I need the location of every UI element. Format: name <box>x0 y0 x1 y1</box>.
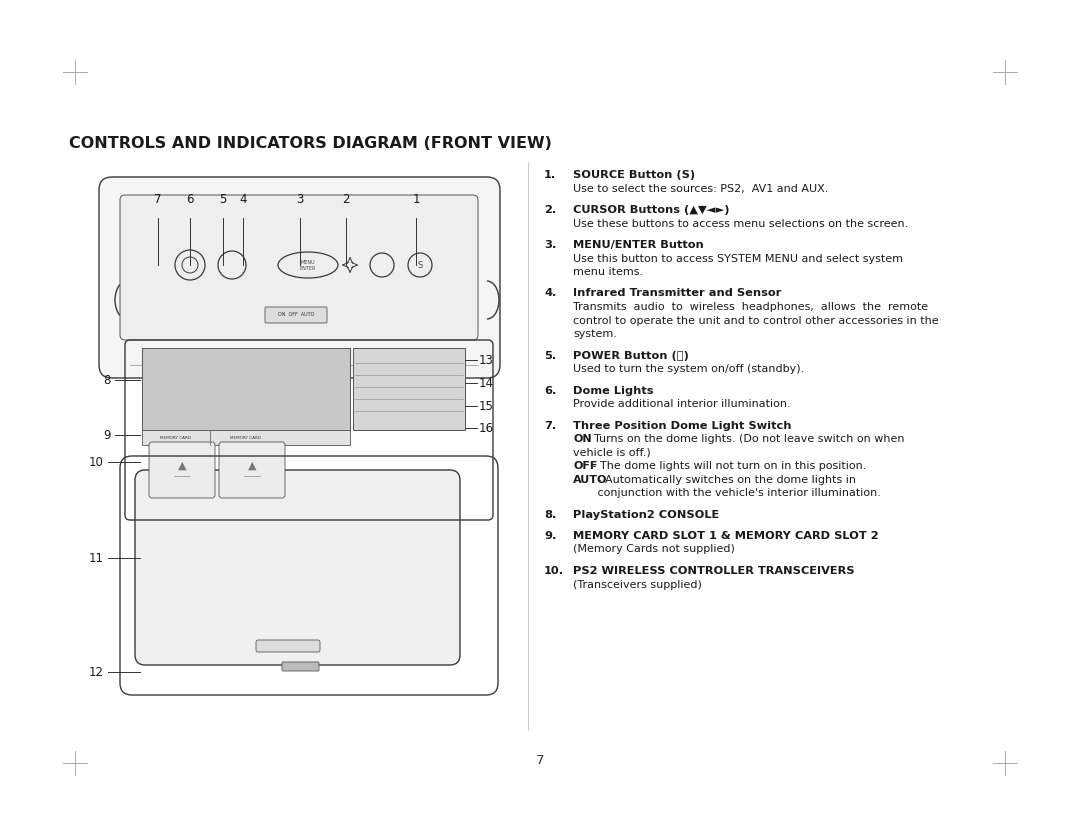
FancyBboxPatch shape <box>265 307 327 323</box>
Text: 4.: 4. <box>544 289 556 299</box>
Text: 4: 4 <box>240 193 246 206</box>
Text: 9.: 9. <box>544 531 556 541</box>
Text: 2: 2 <box>342 193 350 206</box>
FancyBboxPatch shape <box>282 662 319 671</box>
FancyBboxPatch shape <box>99 177 500 378</box>
Text: ON  OFF  AUTO: ON OFF AUTO <box>278 313 314 318</box>
Text: menu items.: menu items. <box>573 267 643 277</box>
Text: 5.: 5. <box>544 350 556 360</box>
FancyBboxPatch shape <box>353 348 465 430</box>
Text: ▲: ▲ <box>247 461 256 471</box>
Text: 7: 7 <box>536 753 544 766</box>
Text: Used to turn the system on/off (standby).: Used to turn the system on/off (standby)… <box>573 364 805 374</box>
Text: AUTO: AUTO <box>573 475 607 485</box>
Text: 15: 15 <box>480 399 494 413</box>
Text: 1.: 1. <box>544 170 556 180</box>
Text: 6.: 6. <box>544 385 556 395</box>
Text: MENU/ENTER Button: MENU/ENTER Button <box>573 240 704 250</box>
Text: 10: 10 <box>90 455 104 469</box>
Text: 3: 3 <box>296 193 303 206</box>
Text: control to operate the unit and to control other accessories in the: control to operate the unit and to contr… <box>573 315 939 325</box>
Text: MENU: MENU <box>300 259 315 264</box>
Text: 13: 13 <box>480 354 494 366</box>
Text: (Memory Cards not supplied): (Memory Cards not supplied) <box>573 545 734 555</box>
Text: ▲: ▲ <box>178 461 186 471</box>
Text: Provide additional interior illumination.: Provide additional interior illumination… <box>573 399 791 409</box>
Text: Transmits  audio  to  wireless  headphones,  allows  the  remote: Transmits audio to wireless headphones, … <box>573 302 928 312</box>
FancyBboxPatch shape <box>256 640 320 652</box>
FancyBboxPatch shape <box>219 442 285 498</box>
Text: SOURCE Button (S): SOURCE Button (S) <box>573 170 696 180</box>
Text: CONTROLS AND INDICATORS DIAGRAM (FRONT VIEW): CONTROLS AND INDICATORS DIAGRAM (FRONT V… <box>68 135 552 150</box>
Text: 5: 5 <box>219 193 227 206</box>
FancyBboxPatch shape <box>141 430 350 445</box>
Text: - Turns on the dome lights. (Do not leave switch on when: - Turns on the dome lights. (Do not leav… <box>583 434 905 444</box>
FancyBboxPatch shape <box>120 195 478 340</box>
Text: system.: system. <box>573 329 617 339</box>
Text: S: S <box>417 260 422 269</box>
Text: vehicle is off.): vehicle is off.) <box>573 448 651 458</box>
Text: 1: 1 <box>413 193 420 206</box>
Text: 16: 16 <box>480 421 494 435</box>
Text: - The dome lights will not turn on in this position.: - The dome lights will not turn on in th… <box>589 461 866 471</box>
Text: 8: 8 <box>104 374 111 386</box>
Text: 8.: 8. <box>544 510 556 520</box>
Text: PlayStation2 CONSOLE: PlayStation2 CONSOLE <box>573 510 719 520</box>
Text: 11: 11 <box>89 551 104 565</box>
Text: 2.: 2. <box>544 205 556 215</box>
Text: Use to select the sources: PS2,  AV1 and AUX.: Use to select the sources: PS2, AV1 and … <box>573 183 828 193</box>
FancyBboxPatch shape <box>135 470 460 665</box>
Text: MEMORY CARD SLOT 1 & MEMORY CARD SLOT 2: MEMORY CARD SLOT 1 & MEMORY CARD SLOT 2 <box>573 531 879 541</box>
Text: 7.: 7. <box>544 420 556 430</box>
Text: OFF: OFF <box>573 461 597 471</box>
Text: CURSOR Buttons (▲▼◄►): CURSOR Buttons (▲▼◄►) <box>573 205 729 215</box>
Text: MEMORY CARD: MEMORY CARD <box>229 435 260 440</box>
Text: 14: 14 <box>480 376 494 389</box>
Text: Dome Lights: Dome Lights <box>573 385 653 395</box>
Text: 9: 9 <box>104 429 111 441</box>
Text: MEMORY CARD: MEMORY CARD <box>160 435 190 440</box>
Text: Three Position Dome Light Switch: Three Position Dome Light Switch <box>573 420 792 430</box>
FancyBboxPatch shape <box>141 348 350 430</box>
Text: 3.: 3. <box>544 240 556 250</box>
Text: 12: 12 <box>89 666 104 679</box>
Text: 10.: 10. <box>544 566 564 576</box>
Text: Use this button to access SYSTEM MENU and select system: Use this button to access SYSTEM MENU an… <box>573 254 903 264</box>
Text: - Automatically switches on the dome lights in: - Automatically switches on the dome lig… <box>594 475 855 485</box>
Text: ON: ON <box>573 434 592 444</box>
FancyBboxPatch shape <box>149 442 215 498</box>
Text: POWER Button (⏻): POWER Button (⏻) <box>573 350 689 360</box>
Text: ENTER: ENTER <box>300 267 316 272</box>
Text: PS2 WIRELESS CONTROLLER TRANSCEIVERS: PS2 WIRELESS CONTROLLER TRANSCEIVERS <box>573 566 854 576</box>
Text: (Transceivers supplied): (Transceivers supplied) <box>573 580 702 590</box>
Text: conjunction with the vehicle's interior illumination.: conjunction with the vehicle's interior … <box>573 488 881 498</box>
Text: 7: 7 <box>154 193 162 206</box>
Text: 6: 6 <box>186 193 193 206</box>
Text: Infrared Transmitter and Sensor: Infrared Transmitter and Sensor <box>573 289 781 299</box>
Text: Use these buttons to access menu selections on the screen.: Use these buttons to access menu selecti… <box>573 219 908 229</box>
